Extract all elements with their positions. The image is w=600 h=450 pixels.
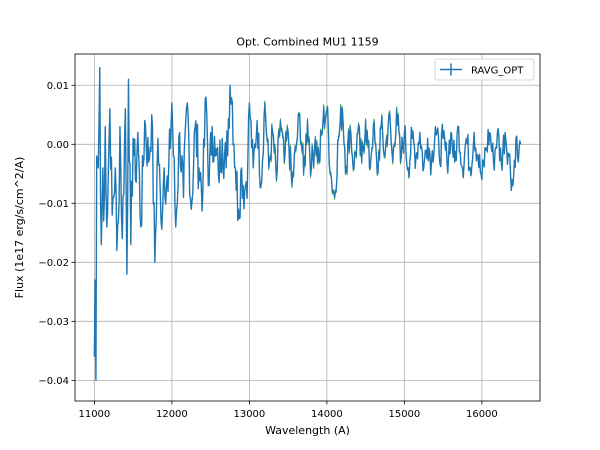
legend-label: RAVG_OPT — [471, 66, 524, 77]
x-tick-label: 11000 — [78, 409, 110, 420]
x-axis-ticks: 11000 12000 13000 14000 15000 16000 — [78, 401, 498, 420]
y-tick-label: −0.01 — [38, 199, 69, 210]
x-tick-label: 15000 — [388, 409, 420, 420]
y-tick-label: −0.03 — [38, 317, 69, 328]
plot-frame — [74, 53, 541, 402]
y-axis-label: Flux (1e17 erg/s/cm^2/A) — [13, 157, 26, 299]
legend-box — [434, 58, 535, 81]
legend: RAVG_OPT — [434, 58, 535, 81]
x-tick-label: 13000 — [233, 409, 265, 420]
y-tick-label: −0.04 — [38, 376, 69, 387]
x-tick-label: 16000 — [466, 409, 498, 420]
chart-title: Opt. Combined MU1 1159 — [236, 36, 378, 49]
series-line-ravg-opt — [93, 66, 522, 382]
y-tick-label: −0.02 — [38, 258, 69, 269]
x-tick-label: 12000 — [156, 409, 188, 420]
y-tick-label: 0.00 — [47, 140, 69, 151]
x-tick-label: 14000 — [311, 409, 343, 420]
y-tick-label: 0.01 — [47, 81, 69, 92]
x-axis-label: Wavelength (A) — [265, 424, 350, 437]
data-series-layer — [93, 66, 522, 382]
y-axis-ticks: −0.04 −0.03 −0.02 −0.01 0.00 0.01 — [38, 81, 75, 387]
